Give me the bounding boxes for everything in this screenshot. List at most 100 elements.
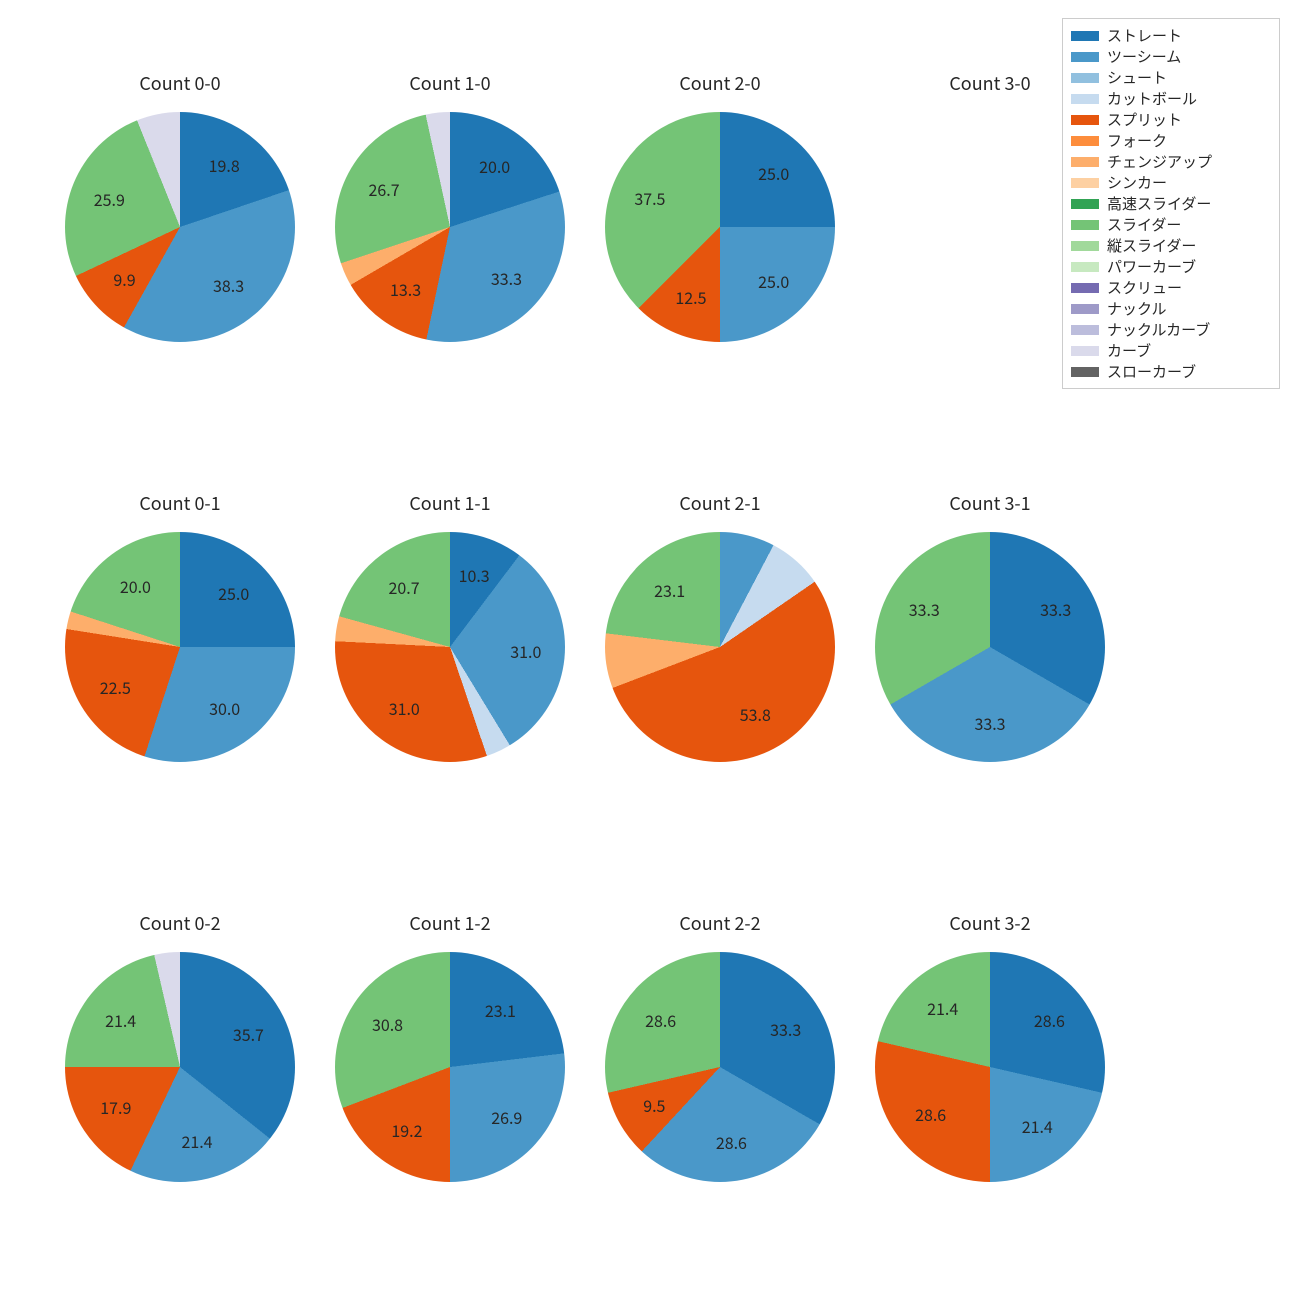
- slice-label: 31.0: [389, 696, 420, 720]
- pie-chart: 53.823.1: [605, 532, 835, 762]
- slice-label: 21.4: [927, 996, 958, 1020]
- slice-label: 37.5: [634, 186, 665, 210]
- legend-swatch: [1071, 157, 1099, 167]
- panel-title: Count 0-0: [50, 70, 310, 96]
- legend-label: ツーシーム: [1107, 46, 1181, 67]
- legend-label: ナックル: [1107, 298, 1167, 319]
- pie-panel: Count 0-1 25.030.022.520.0: [50, 490, 310, 762]
- legend-swatch: [1071, 199, 1099, 209]
- legend-item: シュート: [1071, 67, 1271, 88]
- legend-item: ツーシーム: [1071, 46, 1271, 67]
- legend-swatch: [1071, 346, 1099, 356]
- panel-title: Count 1-1: [320, 490, 580, 516]
- slice-label: 13.3: [390, 277, 421, 301]
- panel-title: Count 0-1: [50, 490, 310, 516]
- legend-swatch: [1071, 31, 1099, 41]
- legend-item: スローカーブ: [1071, 361, 1271, 382]
- slice-label: 28.6: [915, 1102, 946, 1126]
- legend-label: チェンジアップ: [1107, 151, 1212, 172]
- pie-circle: [605, 532, 835, 762]
- legend-label: スプリット: [1107, 109, 1182, 130]
- pie-circle: [335, 952, 565, 1182]
- legend-item: パワーカーブ: [1071, 256, 1271, 277]
- pie-panel: Count 0-0 19.838.39.925.9: [50, 70, 310, 342]
- legend-swatch: [1071, 283, 1099, 293]
- slice-label: 23.1: [485, 998, 516, 1022]
- slice-label: 25.0: [758, 269, 789, 293]
- slice-label: 20.0: [479, 154, 510, 178]
- pie-panel: Count 1-223.126.919.230.8: [320, 910, 580, 1182]
- slice-label: 33.3: [770, 1017, 801, 1041]
- pie-chart: 35.721.417.921.4: [65, 952, 295, 1182]
- panel-title: Count 2-1: [590, 490, 850, 516]
- panel-title: Count 3-1: [860, 490, 1120, 516]
- slice-label: 28.6: [716, 1130, 747, 1154]
- panel-title: Count 0-2: [50, 910, 310, 936]
- pie-panel: Count 3-228.621.428.621.4: [860, 910, 1120, 1182]
- legend-item: シンカー: [1071, 172, 1271, 193]
- pie-panel: Count 0-235.721.417.921.4: [50, 910, 310, 1182]
- pie-chart: 10.331.031.020.7: [335, 532, 565, 762]
- pie-chart: 23.126.919.230.8: [335, 952, 565, 1182]
- pie-circle: [335, 112, 565, 342]
- slice-label: 33.3: [1040, 597, 1071, 621]
- panel-title: Count 2-0: [590, 70, 850, 96]
- slice-label: 26.7: [369, 177, 400, 201]
- legend-swatch: [1071, 304, 1099, 314]
- legend-swatch: [1071, 115, 1099, 125]
- legend-swatch: [1071, 262, 1099, 272]
- slice-label: 19.2: [391, 1118, 422, 1142]
- pie-chart: 33.333.333.3: [875, 532, 1105, 762]
- slice-label: 21.4: [181, 1129, 212, 1153]
- pie-chart: 19.838.39.925.9: [65, 112, 295, 342]
- legend-label: シンカー: [1107, 172, 1167, 193]
- slice-label: 20.0: [120, 574, 151, 598]
- slice-label: 25.0: [758, 161, 789, 185]
- pie-panel: Count 3-133.333.333.3: [860, 490, 1120, 762]
- legend: ストレートツーシームシュートカットボールスプリットフォークチェンジアップシンカー…: [1062, 18, 1280, 389]
- legend-swatch: [1071, 52, 1099, 62]
- legend-swatch: [1071, 220, 1099, 230]
- pie-circle: [65, 112, 295, 342]
- legend-item: カットボール: [1071, 88, 1271, 109]
- panel-title: Count 2-2: [590, 910, 850, 936]
- figure: Count 0-0 19.838.39.925.9 Count 1-0 20.0 33.…: [0, 0, 1300, 1300]
- slice-label: 25.9: [94, 187, 125, 211]
- panel-title: Count 3-2: [860, 910, 1120, 936]
- legend-item: 縦スライダー: [1071, 235, 1271, 256]
- legend-swatch: [1071, 73, 1099, 83]
- pie-panel: Count 2-1 53.823.1: [590, 490, 850, 762]
- legend-item: ナックルカーブ: [1071, 319, 1271, 340]
- legend-label: スクリュー: [1107, 277, 1182, 298]
- slice-label: 12.5: [675, 285, 706, 309]
- legend-item: スライダー: [1071, 214, 1271, 235]
- legend-swatch: [1071, 241, 1099, 251]
- pie-circle: [605, 112, 835, 342]
- legend-item: ナックル: [1071, 298, 1271, 319]
- panel-title: Count 1-0: [320, 70, 580, 96]
- legend-item: スプリット: [1071, 109, 1271, 130]
- slice-label: 38.3: [213, 273, 244, 297]
- legend-item: スクリュー: [1071, 277, 1271, 298]
- slice-label: 17.9: [100, 1095, 131, 1119]
- slice-label: 26.9: [491, 1105, 522, 1129]
- pie-chart: 28.621.428.621.4: [875, 952, 1105, 1182]
- pie-chart: 25.030.022.520.0: [65, 532, 295, 762]
- slice-label: 21.4: [105, 1008, 136, 1032]
- slice-label: 33.3: [974, 711, 1005, 735]
- legend-label: カーブ: [1107, 340, 1151, 361]
- legend-label: シュート: [1107, 67, 1167, 88]
- legend-item: チェンジアップ: [1071, 151, 1271, 172]
- slice-label: 28.6: [1034, 1008, 1065, 1032]
- pie-panel: Count 1-1 10.331.031.020.7: [320, 490, 580, 762]
- legend-label: 縦スライダー: [1107, 235, 1196, 256]
- pie-panel: Count 2-0 25.0 25.0 12.5 37.5: [590, 70, 850, 342]
- legend-item: ストレート: [1071, 25, 1271, 46]
- pie-panel: Count 2-233.328.69.528.6: [590, 910, 850, 1182]
- pie-circle: [875, 952, 1105, 1182]
- legend-label: スローカーブ: [1107, 361, 1196, 382]
- pie-circle: [65, 952, 295, 1182]
- pie-chart: 20.033.313.326.7: [335, 112, 565, 342]
- pie-chart: 25.0 25.0 12.5 37.5: [605, 112, 835, 342]
- slice-label: 9.5: [643, 1093, 665, 1117]
